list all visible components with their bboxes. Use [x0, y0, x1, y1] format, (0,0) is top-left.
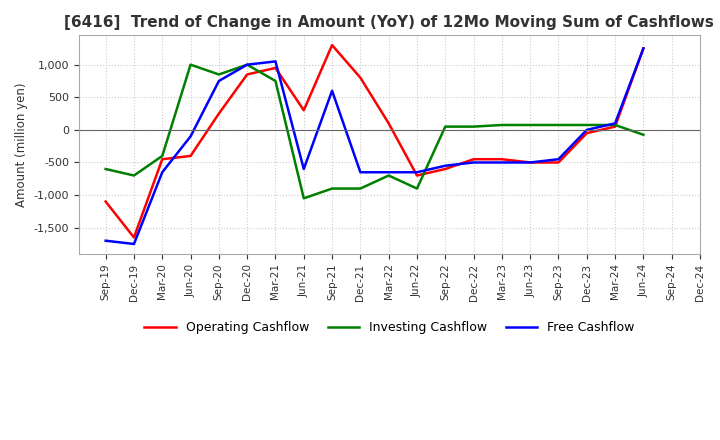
Investing Cashflow	[384, 173, 393, 178]
Investing Cashflow	[300, 196, 308, 201]
Investing Cashflow	[582, 122, 591, 128]
Operating Cashflow	[526, 160, 534, 165]
Operating Cashflow	[498, 157, 506, 162]
Y-axis label: Amount (million yen): Amount (million yen)	[15, 82, 28, 207]
Investing Cashflow	[611, 122, 619, 128]
Free Cashflow	[498, 160, 506, 165]
Investing Cashflow	[356, 186, 365, 191]
Operating Cashflow	[441, 166, 449, 172]
Free Cashflow	[441, 163, 449, 169]
Investing Cashflow	[413, 186, 421, 191]
Free Cashflow	[554, 157, 563, 162]
Operating Cashflow	[356, 75, 365, 81]
Operating Cashflow	[384, 121, 393, 126]
Operating Cashflow	[130, 235, 138, 240]
Operating Cashflow	[300, 108, 308, 113]
Investing Cashflow	[243, 62, 251, 67]
Operating Cashflow	[243, 72, 251, 77]
Investing Cashflow	[526, 122, 534, 128]
Investing Cashflow	[469, 124, 478, 129]
Investing Cashflow	[158, 153, 166, 158]
Free Cashflow	[102, 238, 110, 243]
Investing Cashflow	[441, 124, 449, 129]
Free Cashflow	[328, 88, 336, 93]
Free Cashflow	[413, 169, 421, 175]
Line: Operating Cashflow: Operating Cashflow	[106, 45, 644, 238]
Investing Cashflow	[186, 62, 195, 67]
Free Cashflow	[639, 46, 648, 51]
Investing Cashflow	[130, 173, 138, 178]
Operating Cashflow	[611, 124, 619, 129]
Free Cashflow	[582, 127, 591, 132]
Operating Cashflow	[158, 157, 166, 162]
Free Cashflow	[469, 160, 478, 165]
Line: Free Cashflow: Free Cashflow	[106, 48, 644, 244]
Free Cashflow	[356, 169, 365, 175]
Operating Cashflow	[215, 111, 223, 116]
Operating Cashflow	[271, 65, 280, 70]
Title: [6416]  Trend of Change in Amount (YoY) of 12Mo Moving Sum of Cashflows: [6416] Trend of Change in Amount (YoY) o…	[65, 15, 714, 30]
Legend: Operating Cashflow, Investing Cashflow, Free Cashflow: Operating Cashflow, Investing Cashflow, …	[140, 316, 639, 339]
Operating Cashflow	[328, 43, 336, 48]
Investing Cashflow	[554, 122, 563, 128]
Free Cashflow	[271, 59, 280, 64]
Free Cashflow	[526, 160, 534, 165]
Free Cashflow	[130, 241, 138, 246]
Investing Cashflow	[215, 72, 223, 77]
Free Cashflow	[384, 169, 393, 175]
Operating Cashflow	[102, 199, 110, 204]
Free Cashflow	[158, 169, 166, 175]
Free Cashflow	[611, 121, 619, 126]
Investing Cashflow	[639, 132, 648, 137]
Investing Cashflow	[102, 166, 110, 172]
Free Cashflow	[243, 62, 251, 67]
Free Cashflow	[300, 166, 308, 172]
Line: Investing Cashflow: Investing Cashflow	[106, 65, 644, 198]
Operating Cashflow	[582, 131, 591, 136]
Operating Cashflow	[639, 46, 648, 51]
Operating Cashflow	[469, 157, 478, 162]
Free Cashflow	[215, 78, 223, 84]
Free Cashflow	[186, 134, 195, 139]
Investing Cashflow	[498, 122, 506, 128]
Operating Cashflow	[554, 160, 563, 165]
Investing Cashflow	[328, 186, 336, 191]
Operating Cashflow	[413, 173, 421, 178]
Investing Cashflow	[271, 78, 280, 84]
Operating Cashflow	[186, 153, 195, 158]
